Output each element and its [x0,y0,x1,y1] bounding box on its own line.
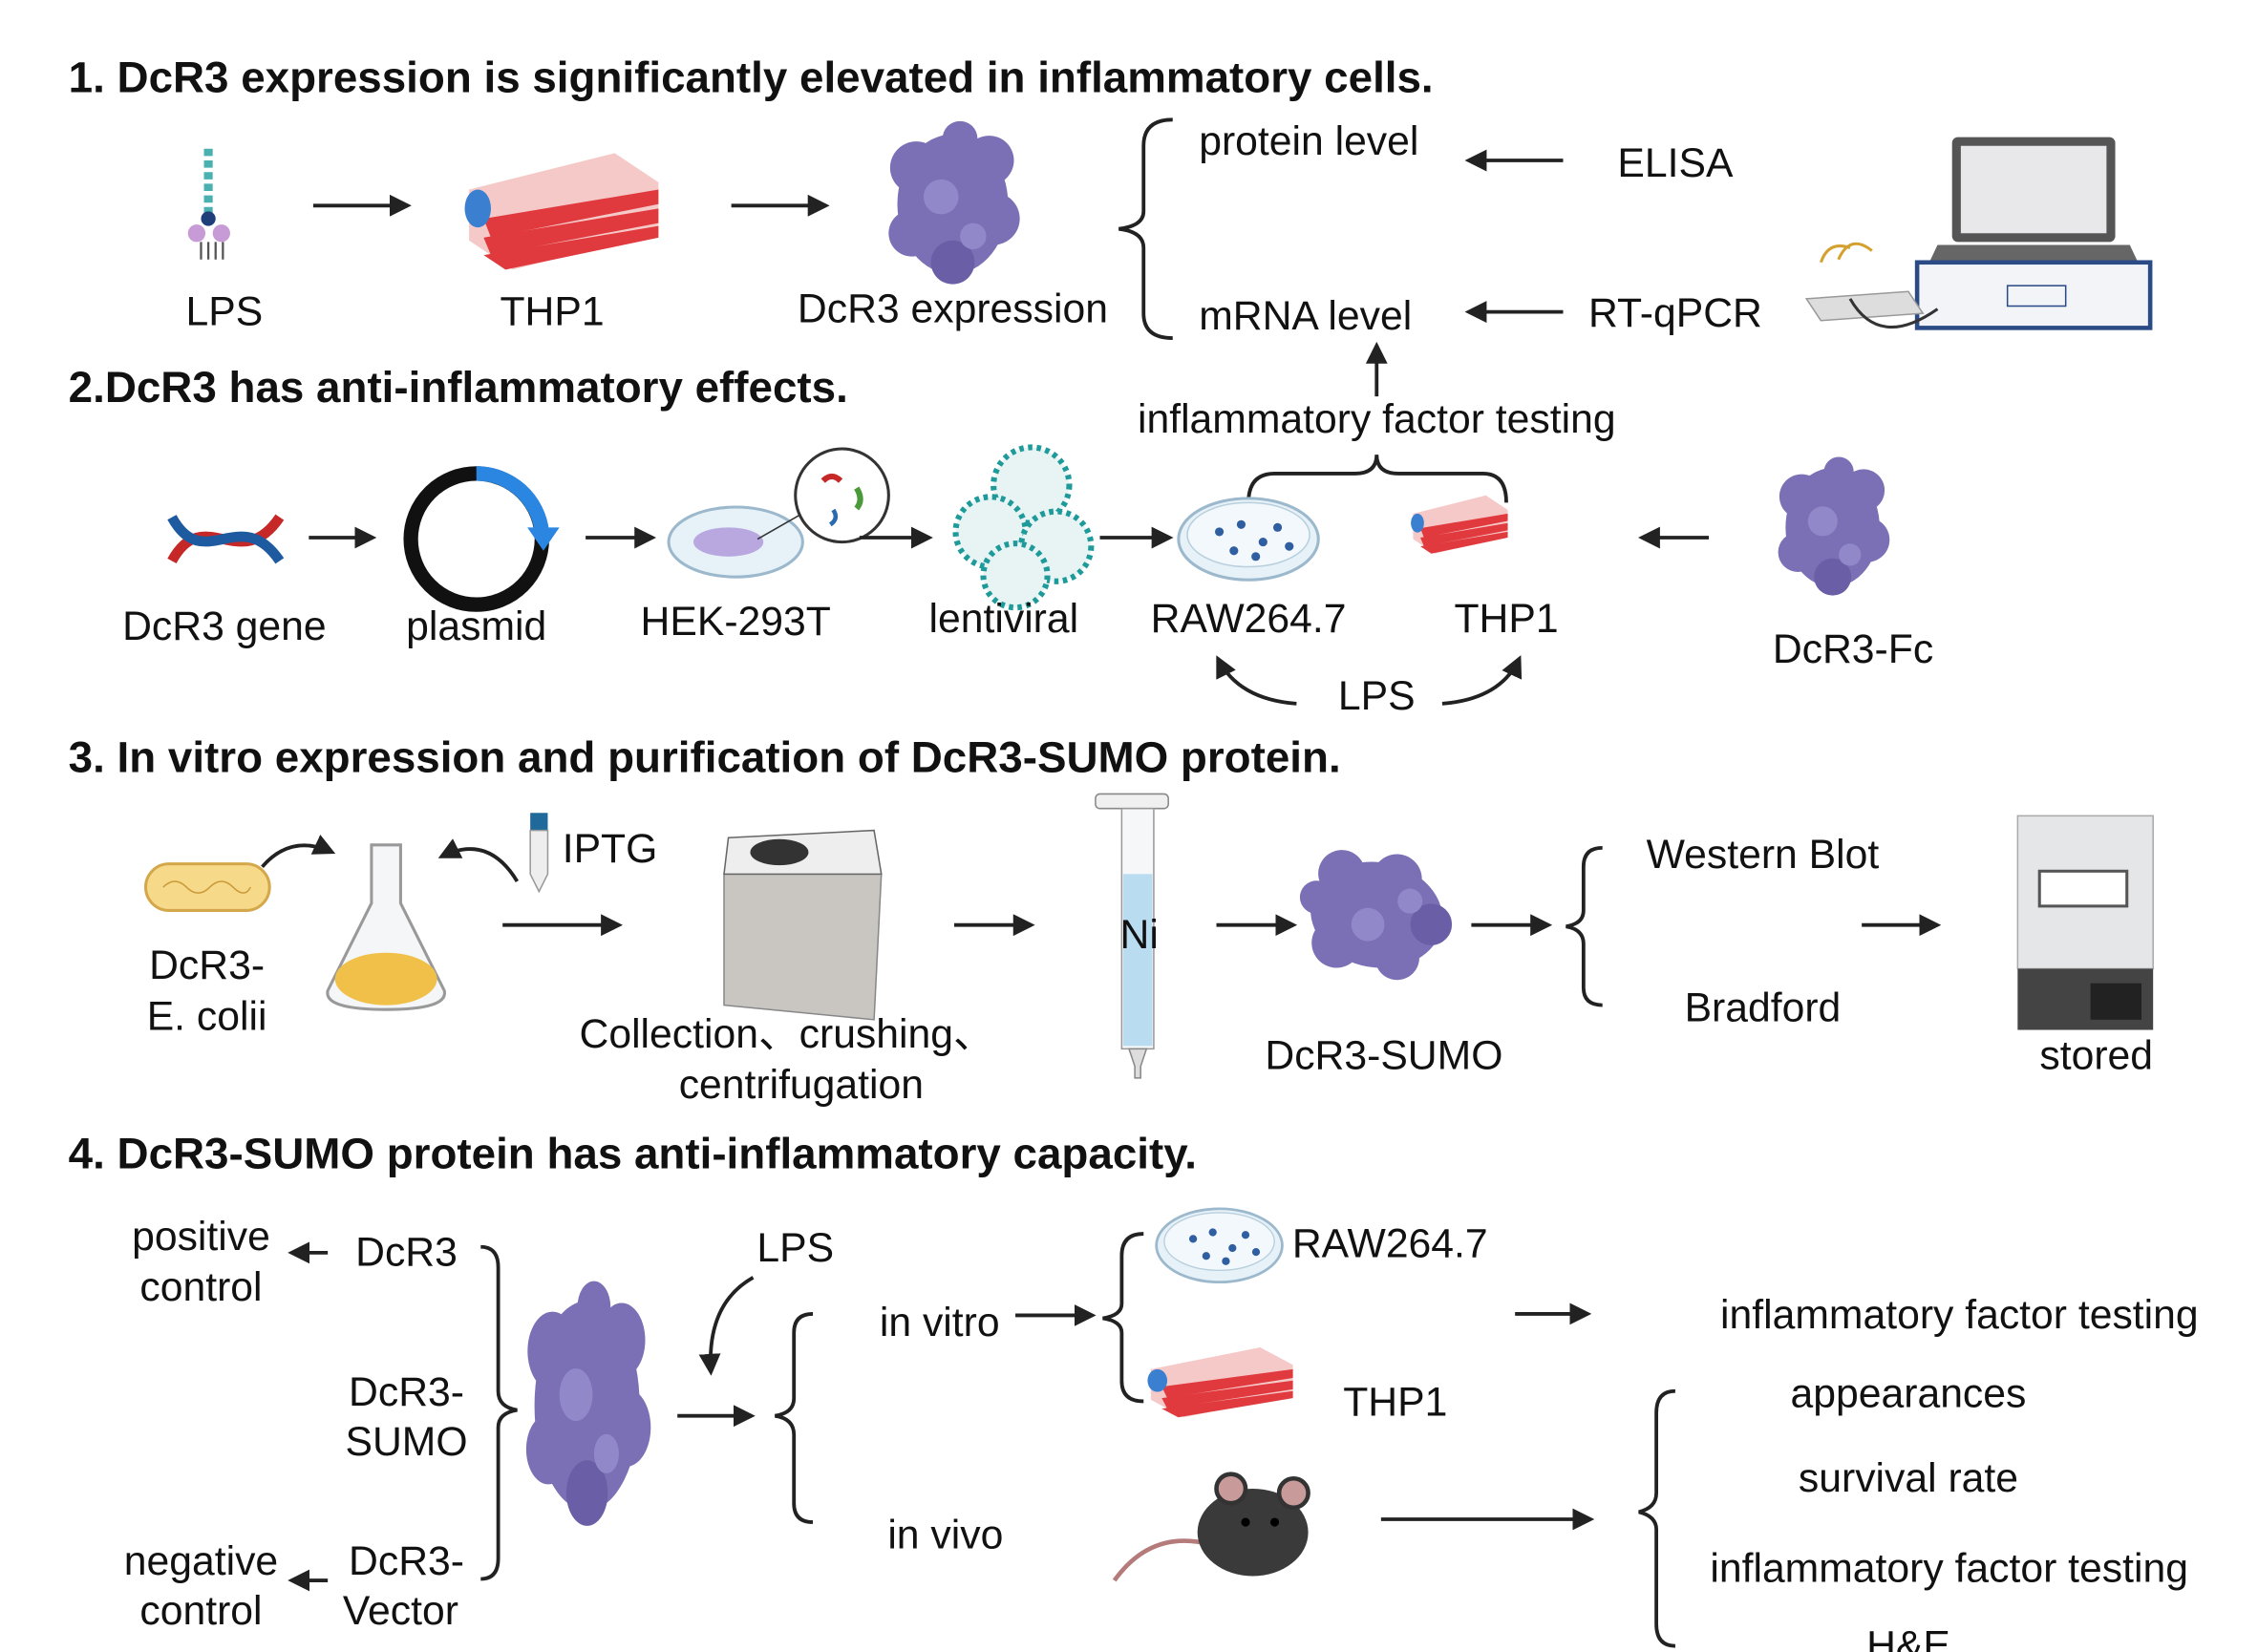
western-blot-label: Western Blot [1647,832,1880,878]
bradford-label: Bradford [1685,985,1842,1030]
dcr3-protein-icon [888,120,1020,285]
brace-icon [775,1312,814,1524]
thp1-label: THP1 [1454,596,1558,642]
inflammatory-factor-testing-label: inflammatory factor testing [1720,1292,2199,1338]
lentivirus-icon [952,444,1095,611]
section-4-title: 4. DcR3-SUMO protein has anti-inflammato… [69,1129,1197,1177]
in-vitro-label: in vitro [880,1300,1000,1345]
rtqpcr-label: RT-qPCR [1588,290,1762,336]
dcr3-vector-label-line1: DcR3- [349,1538,464,1584]
ni-label: Ni [1120,912,1159,958]
ni-column-icon [1095,793,1169,1079]
in-vivo-label: in vivo [887,1512,1003,1557]
dcr3-protein-icon [525,1281,651,1526]
dcr3-vector-label-line2: Vector [343,1588,458,1634]
freezer-icon [2016,815,2154,1030]
plasmid-icon [403,466,560,612]
inflammatory-factor-testing-label-2: inflammatory factor testing [1710,1546,2188,1592]
collection-label-line2: centrifugation [679,1062,924,1108]
raw2647-label: RAW264.7 [1151,596,1347,642]
hek293t-label: HEK-293T [641,599,831,645]
survival-rate-label: survival rate [1799,1455,2018,1501]
thp1-flask-icon [464,153,659,270]
inflammatory-factor-testing-label: inflammatory factor testing [1138,396,1616,442]
mouse-icon [1112,1472,1310,1582]
curved-arrow-icon [698,1276,755,1376]
stored-label: stored [2039,1033,2153,1079]
section-1-title: 1. DcR3 expression is significantly elev… [69,53,1434,101]
dna-gene-icon [167,514,285,564]
raw2647-dish-icon [1155,1207,1284,1284]
lps-label: LPS [756,1225,834,1271]
raw2647-dish-icon [1177,497,1320,582]
brace-icon [1566,845,1603,1007]
e-coli-bacterium-icon [143,862,271,912]
collection-label-line1: Collection、crushing、 [580,1011,994,1057]
elisa-label: ELISA [1617,140,1734,186]
curved-arrow-icon [1441,655,1523,706]
dcr3-sumo-label: DcR3-SUMO [1265,1033,1502,1079]
lps-label: LPS [1338,673,1416,719]
raw2647-label: RAW264.7 [1292,1220,1488,1266]
positive-control-label-line2: control [139,1264,262,1310]
dcr3-gene-label: DcR3 gene [122,604,327,649]
thp1-flask-icon [1411,495,1508,554]
thp1-label: THP1 [1343,1380,1447,1426]
dcr3-fc-protein-icon [1778,456,1890,596]
bracket-icon [480,1244,518,1581]
plasmid-label: plasmid [406,604,546,649]
thp1-label: THP1 [500,288,604,334]
centrifuge-icon [723,829,883,1021]
he-staining-label: H&E [1866,1622,1950,1652]
dcr3-sumo-label-line1: DcR3- [349,1369,464,1415]
protein-level-label: protein level [1199,118,1418,164]
positive-control-label-line1: positive [132,1214,270,1260]
iptg-label: IPTG [563,826,658,872]
mrna-level-label: mRNA level [1199,293,1412,339]
section-3-title: 3. In vitro expression and purification … [69,733,1341,782]
thp1-flask-icon [1147,1347,1293,1418]
section-2-title: 2.DcR3 has anti-inflammatory effects. [69,363,848,412]
iptg-tube-icon [529,813,549,894]
ecoli-label-line2: E. colii [147,994,267,1040]
lentiviral-label: lentiviral [929,596,1079,642]
brace-icon [1246,454,1508,503]
negative-control-label-line2: control [139,1588,262,1634]
brace-icon [1638,1388,1676,1648]
brace-icon [1102,1232,1144,1404]
negative-control-label-line1: negative [124,1538,278,1584]
hek293t-dish-icon [667,447,890,579]
dcr3-label: DcR3 [355,1230,458,1276]
curved-arrow-icon [261,835,336,868]
brace-icon [1118,117,1173,340]
dcr3-sumo-protein-icon [1288,838,1463,988]
laptop-pcr-machine-icon [1804,137,2153,330]
appearances-label: appearances [1791,1371,2027,1417]
lps-molecule-icon [187,148,230,260]
curved-arrow-icon [1216,655,1297,706]
curved-arrow-icon [437,838,520,882]
dcr3-sumo-label-line2: SUMO [345,1419,467,1465]
lps-label: LPS [186,288,264,334]
dcr3-fc-label: DcR3-Fc [1773,626,1933,672]
culture-flask-icon [326,843,446,1011]
dcr3-expression-label: DcR3 expression [798,286,1108,331]
ecoli-label-line1: DcR3- [149,942,265,988]
